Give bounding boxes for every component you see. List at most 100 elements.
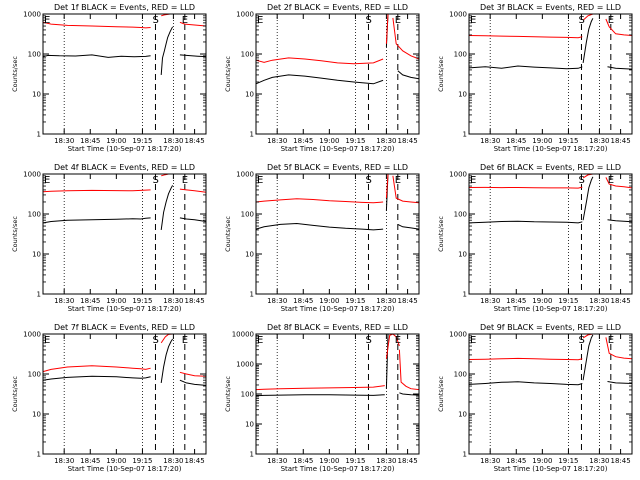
interval-marker-label: S [578,335,584,346]
series-line-lld [42,189,151,193]
x-tick-label: 19:15 [132,297,152,305]
y-tick-label: 1000 [23,331,41,339]
y-axis-label: Counts/sec [437,216,445,252]
x-axis-label: Start Time (10-Sep-07 18:17:20) [68,145,182,153]
plot-frame [255,13,420,135]
chart-panel-4: Det 4f BLACK = Events, RED = LLD 1 10 100 10… [11,163,207,313]
y-axis-label: Counts/sec [224,376,232,412]
series-line-lld [42,365,151,373]
x-tick-label: 18:30 [589,137,609,145]
x-tick-label: 18:30 [376,137,396,145]
series-line-events [468,65,583,70]
x-tick-label: 18:45 [80,137,100,145]
interval-marker-label: E [44,335,50,346]
y-tick-label: 1000 [236,361,254,369]
x-axis-label: Start Time (10-Sep-07 18:17:20) [68,305,182,313]
x-tick-label: 18:30 [376,297,396,305]
series-line-events [385,333,389,389]
y-tick-label: 1 [37,291,41,299]
interval-marker-label: S [152,15,158,26]
y-tick-label: 1000 [449,171,467,179]
y-tick-label: 100 [241,211,254,219]
series-line-events [42,217,151,224]
y-axis-label: Counts/sec [437,56,445,92]
y-tick-label: 100 [454,211,467,219]
x-tick-label: 18:45 [184,297,204,305]
chart-panel-1: Det 1f BLACK = Events, RED = LLD 1 10 100 10… [11,3,207,153]
x-tick-label: 18:45 [397,137,417,145]
series-line-events [397,70,420,80]
y-tick-label: 10 [458,91,467,99]
series-line-events [582,18,594,63]
y-tick-label: 1 [463,291,467,299]
x-tick-label: 18:45 [184,457,204,465]
x-tick-label: 18:30 [480,137,500,145]
series-line-lld [605,337,633,360]
y-tick-label: 10000 [232,331,254,339]
interval-marker-label: E [182,15,188,26]
series-line-events [255,74,384,85]
chart-title: Det 1f BLACK = Events, RED = LLD [54,3,195,12]
y-tick-label: 1 [37,451,41,459]
y-tick-label: 1 [463,451,467,459]
series-line-events [397,223,420,230]
x-tick-label: 19:15 [132,457,152,465]
y-tick-label: 1 [250,451,254,459]
x-tick-label: 18:30 [267,297,287,305]
x-tick-label: 18:45 [506,137,526,145]
x-tick-label: 19:00 [106,297,126,305]
chart-title: Det 9f BLACK = Events, RED = LLD [480,323,621,332]
x-tick-label: 18:30 [589,297,609,305]
x-tick-label: 18:45 [184,137,204,145]
y-axis-label: Counts/sec [11,56,19,92]
series-line-events [582,334,594,381]
x-axis-label: Start Time (10-Sep-07 18:17:20) [494,145,608,153]
x-tick-label: 19:00 [532,137,552,145]
x-tick-label: 18:30 [589,457,609,465]
series-line-lld [582,13,594,21]
y-axis-label: Counts/sec [11,376,19,412]
chart-panel-9: Det 9f BLACK = Events, RED = LLD 1 10 100 10… [437,323,633,473]
series-line-events [399,392,420,396]
plot-frame [468,333,633,455]
y-tick-label: 10 [245,91,254,99]
chart-panel-7: Det 7f BLACK = Events, RED = LLD 1 10 100 10… [11,323,207,473]
x-tick-label: 18:45 [80,457,100,465]
y-tick-label: 100 [241,51,254,59]
y-tick-label: 100 [454,51,467,59]
series-line-lld [179,188,207,193]
series-line-lld [255,198,384,204]
y-tick-label: 10 [245,251,254,259]
series-line-events [607,381,633,384]
interval-marker-label: E [44,175,50,186]
series-line-events [179,54,207,58]
x-tick-label: 18:30 [163,297,183,305]
interval-marker-label: E [470,335,476,346]
y-tick-label: 1 [250,291,254,299]
series-line-events [179,379,207,386]
interval-marker-label: S [152,335,158,346]
chart-title: Det 6f BLACK = Events, RED = LLD [480,163,621,172]
x-tick-label: 18:45 [293,457,313,465]
y-tick-label: 100 [28,51,41,59]
series-line-lld [605,177,633,189]
series-line-lld [398,349,420,391]
x-tick-label: 19:00 [106,457,126,465]
series-line-lld [255,57,384,65]
y-tick-label: 1000 [449,331,467,339]
series-line-lld [468,357,583,361]
plot-frame [468,173,633,295]
x-tick-label: 18:45 [610,137,630,145]
series-line-lld [468,35,583,39]
x-tick-label: 18:30 [54,297,74,305]
series-line-events [42,375,151,381]
series-line-lld [255,385,385,391]
x-tick-label: 19:15 [345,137,365,145]
interval-marker-label: E [257,335,263,346]
interval-marker-label: E [257,15,263,26]
y-tick-label: 1000 [449,11,467,19]
x-tick-label: 18:30 [163,457,183,465]
x-tick-label: 19:15 [558,297,578,305]
series-line-lld [179,371,207,377]
x-tick-label: 18:45 [506,457,526,465]
